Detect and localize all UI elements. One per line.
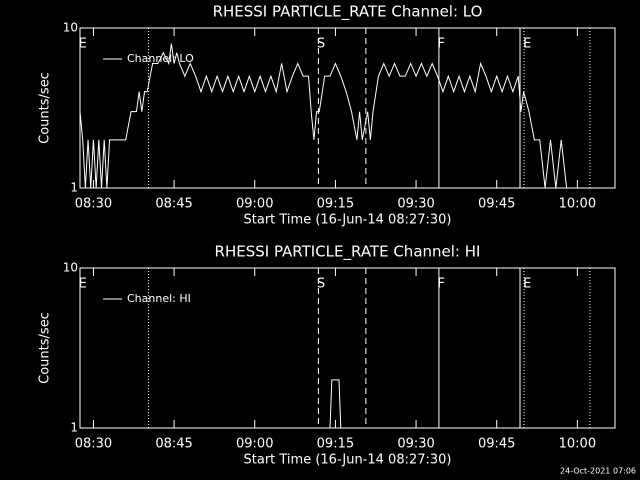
x-tick-label: 08:30 [75, 437, 112, 452]
y-tick-label: 1 [70, 421, 78, 435]
event-flag: E [523, 277, 531, 292]
data-line [79, 43, 568, 189]
x-tick-label: 09:00 [236, 437, 273, 452]
event-flag: S [317, 37, 325, 52]
legend-label: Channel: LO [127, 52, 194, 65]
event-flag: F [437, 37, 444, 52]
y-axis-label: Counts/sec [38, 72, 53, 144]
plot-frame [79, 27, 616, 189]
y-axis-label: Counts/sec [38, 312, 53, 384]
x-tick-label: 09:45 [478, 197, 515, 212]
event-flag: E [523, 37, 531, 52]
x-tick-label: 09:30 [397, 437, 434, 452]
x-tick-label: 08:45 [155, 437, 192, 452]
event-flag: E [79, 277, 87, 292]
y-tick-label: 1 [70, 181, 78, 195]
x-tick-label: 09:15 [317, 197, 354, 212]
x-axis-label: Start Time (16-Jun-14 08:27:30) [244, 453, 452, 468]
event-flag: F [437, 277, 444, 292]
event-flag: S [317, 277, 325, 292]
x-tick-label: 10:00 [559, 197, 596, 212]
chart-title: RHESSI PARTICLE_RATE Channel: LO [213, 3, 483, 22]
legend-label: Channel: HI [127, 292, 191, 305]
x-tick-label: 08:45 [155, 197, 192, 212]
chart-title: RHESSI PARTICLE_RATE Channel: HI [215, 243, 481, 262]
x-tick-label: 09:45 [478, 437, 515, 452]
y-tick-label: 10 [63, 261, 78, 275]
x-tick-label: 10:00 [559, 437, 596, 452]
x-tick-label: 09:30 [397, 197, 434, 212]
footer: 24-Oct-2021 07:06 [560, 467, 636, 476]
x-tick-label: 09:15 [317, 437, 354, 452]
x-tick-label: 08:30 [75, 197, 112, 212]
event-flag: E [79, 37, 87, 52]
x-axis-label: Start Time (16-Jun-14 08:27:30) [244, 213, 452, 228]
x-tick-label: 09:00 [236, 197, 273, 212]
data-line [80, 379, 567, 429]
y-tick-label: 10 [63, 21, 78, 35]
